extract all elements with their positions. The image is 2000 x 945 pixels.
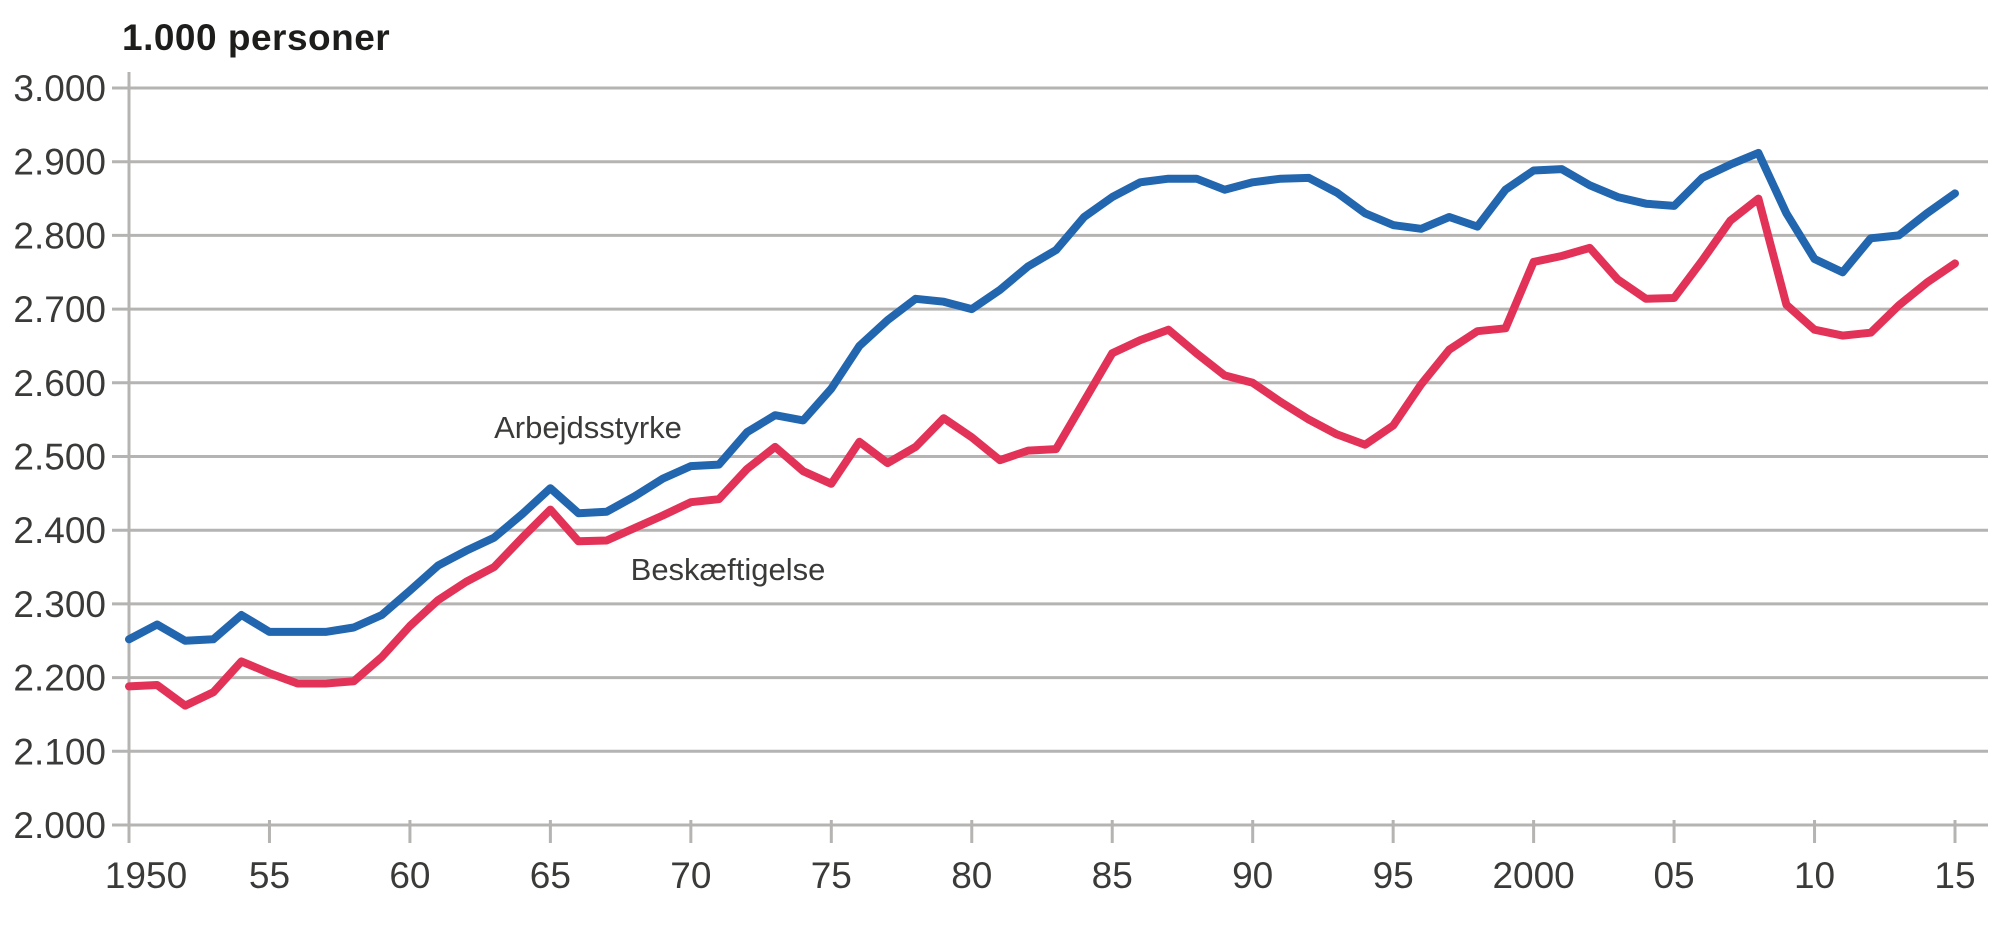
axes-group: [112, 72, 1957, 843]
y-axis-tick-label: 2.000: [13, 805, 106, 846]
x-axis-tick-label: 10: [1794, 855, 1835, 896]
y-axis-tick-label: 2.600: [13, 363, 106, 404]
gridlines-group: [129, 86, 1988, 827]
y-axis-labels-group: 3.000 2.900 2.800 2.700 2.600 2.500 2.400 2.300…: [13, 68, 106, 846]
y-axis-tick-label: 2.200: [13, 658, 106, 699]
y-axis-tick-label: 2.300: [13, 584, 106, 625]
x-axis-tick-label: 95: [1373, 855, 1414, 896]
y-axis-tick-label: 3.000: [13, 68, 106, 109]
y-axis-tick-label: 2.100: [13, 731, 106, 772]
beskaeftigelse-series-label: Beskæftigelse: [631, 552, 826, 587]
series-lines-group: [125, 148, 1959, 710]
x-axis-tick-label: 65: [530, 855, 571, 896]
x-axis-tick-label: 80: [951, 855, 992, 896]
y-axis-tick-label: 2.800: [13, 215, 106, 256]
arbejdsstyrke-line: [125, 148, 1959, 645]
y-axis-tick-label: 2.700: [13, 289, 106, 330]
y-axis-tick-label: 2.900: [13, 142, 106, 183]
x-axis-tick-label: 60: [389, 855, 430, 896]
y-axis-tick-label: 2.400: [13, 510, 106, 551]
beskaeftigelse-line: [125, 194, 1959, 710]
x-axis-tick-label: 55: [249, 855, 290, 896]
x-axis-tick-label: 70: [670, 855, 711, 896]
arbejdsstyrke-series-label: Arbejdsstyrke: [494, 410, 682, 445]
x-axis-tick-label: 1950: [105, 855, 187, 896]
x-axis-tick-label: 2000: [1492, 855, 1574, 896]
x-axis-tick-label: 05: [1653, 855, 1694, 896]
x-axis-tick-label: 15: [1934, 855, 1975, 896]
chart-title: 1.000 personer: [122, 17, 390, 58]
x-axis-tick-label: 90: [1232, 855, 1273, 896]
y-axis-tick-label: 2.500: [13, 437, 106, 478]
x-axis-tick-label: 85: [1092, 855, 1133, 896]
x-axis-labels-group: 1950 55 60 65 70 75 80 85 90 95 2000 05 10 15: [105, 855, 1976, 896]
x-axis-tick-label: 75: [811, 855, 852, 896]
